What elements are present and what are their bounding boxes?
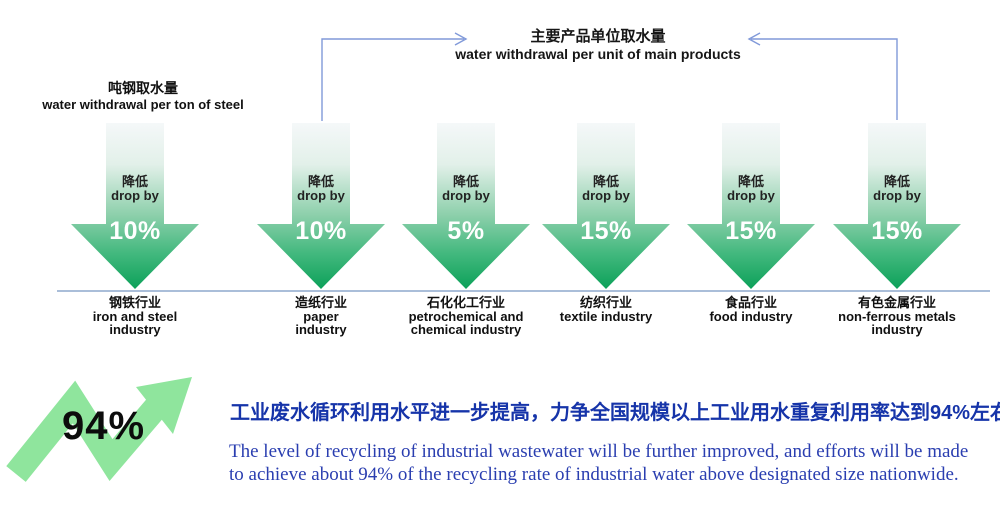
drop-caption-en: drop by [727, 188, 775, 203]
drop-caption-zh: 降低 [883, 174, 910, 189]
drop-arrow-icon [833, 123, 961, 289]
label-zh: 有色金属行业 [857, 295, 936, 310]
drop-value: 15% [725, 217, 777, 245]
drop-value: 15% [580, 217, 632, 245]
label-nonferrous: 有色金属行业 non-ferrous metals industry [817, 296, 977, 337]
steel-note-zh: 吨钢取水量 [108, 80, 178, 96]
drop-caption: 降低 drop by [817, 175, 977, 203]
drop-caption-zh: 降低 [121, 174, 148, 189]
label-zh: 石化化工行业 [426, 295, 505, 310]
drop-caption-en: drop by [111, 188, 159, 203]
column-textile: 降低 drop by 15% [526, 123, 686, 289]
drop-value: 10% [109, 217, 161, 245]
column-paper: 降低 drop by 10% [241, 123, 401, 289]
summary-en: The level of recycling of industrial was… [229, 441, 969, 485]
drop-caption: 降低 drop by [526, 175, 686, 203]
column-iron-steel: 降低 drop by 10% [55, 123, 215, 289]
steel-note-en: water withdrawal per ton of steel [42, 97, 244, 112]
label-en: petrochemical and chemical industry [408, 308, 524, 337]
label-paper: 造纸行业 paper industry [241, 296, 401, 337]
drop-arrow-icon [257, 123, 385, 289]
label-zh: 纺织行业 [579, 295, 632, 310]
label-zh: 造纸行业 [294, 295, 347, 310]
drop-value: 15% [871, 217, 923, 245]
main-title: 主要产品单位取水量 water withdrawal per unit of m… [398, 27, 798, 63]
drop-caption-zh: 降低 [307, 174, 334, 189]
column-petrochemical: 降低 drop by 5% [386, 123, 546, 289]
label-en: textile industry [559, 308, 653, 324]
column-nonferrous: 降低 drop by 15% [817, 123, 977, 289]
drop-arrow-icon [687, 123, 815, 289]
drop-arrow-icon [542, 123, 670, 289]
label-en: paper industry [295, 308, 347, 337]
label-en: non-ferrous metals industry [838, 308, 956, 337]
drop-caption-en: drop by [873, 188, 921, 203]
drop-value: 5% [447, 217, 485, 245]
drop-caption-en: drop by [297, 188, 345, 203]
drop-value: 10% [295, 217, 347, 245]
baseline-divider [57, 290, 990, 292]
label-food: 食品行业 food industry [671, 296, 831, 323]
label-zh: 钢铁行业 [108, 295, 161, 310]
label-petrochemical: 石化化工行业 petrochemical and chemical indust… [386, 296, 546, 337]
column-food: 降低 drop by 15% [671, 123, 831, 289]
recycle-rate-value: 94% [62, 404, 146, 448]
drop-caption-zh: 降低 [592, 174, 619, 189]
label-zh: 食品行业 [724, 295, 777, 310]
label-textile: 纺织行业 textile industry [526, 296, 686, 323]
main-title-zh: 主要产品单位取水量 [530, 28, 666, 45]
growth-arrow-icon [6, 377, 192, 482]
drop-caption-en: drop by [442, 188, 490, 203]
drop-caption: 降低 drop by [671, 175, 831, 203]
summary-zh: 工业废水循环利用水平进一步提高，力争全国规模以上工业用水重复利用率达到94%左右… [230, 402, 1000, 424]
drop-arrow-icon [402, 123, 530, 289]
steel-note: 吨钢取水量 water withdrawal per ton of steel [38, 80, 248, 112]
drop-caption-en: drop by [582, 188, 630, 203]
drop-caption: 降低 drop by [55, 175, 215, 203]
drop-caption-zh: 降低 [452, 174, 479, 189]
label-en: food industry [709, 308, 793, 324]
main-title-en: water withdrawal per unit of main produc… [455, 46, 741, 62]
drop-caption-zh: 降低 [737, 174, 764, 189]
drop-arrow-icon [71, 123, 199, 289]
drop-caption: 降低 drop by [241, 175, 401, 203]
label-iron-steel: 钢铁行业 iron and steel industry [55, 296, 215, 337]
label-en: iron and steel industry [92, 308, 178, 337]
drop-caption: 降低 drop by [386, 175, 546, 203]
